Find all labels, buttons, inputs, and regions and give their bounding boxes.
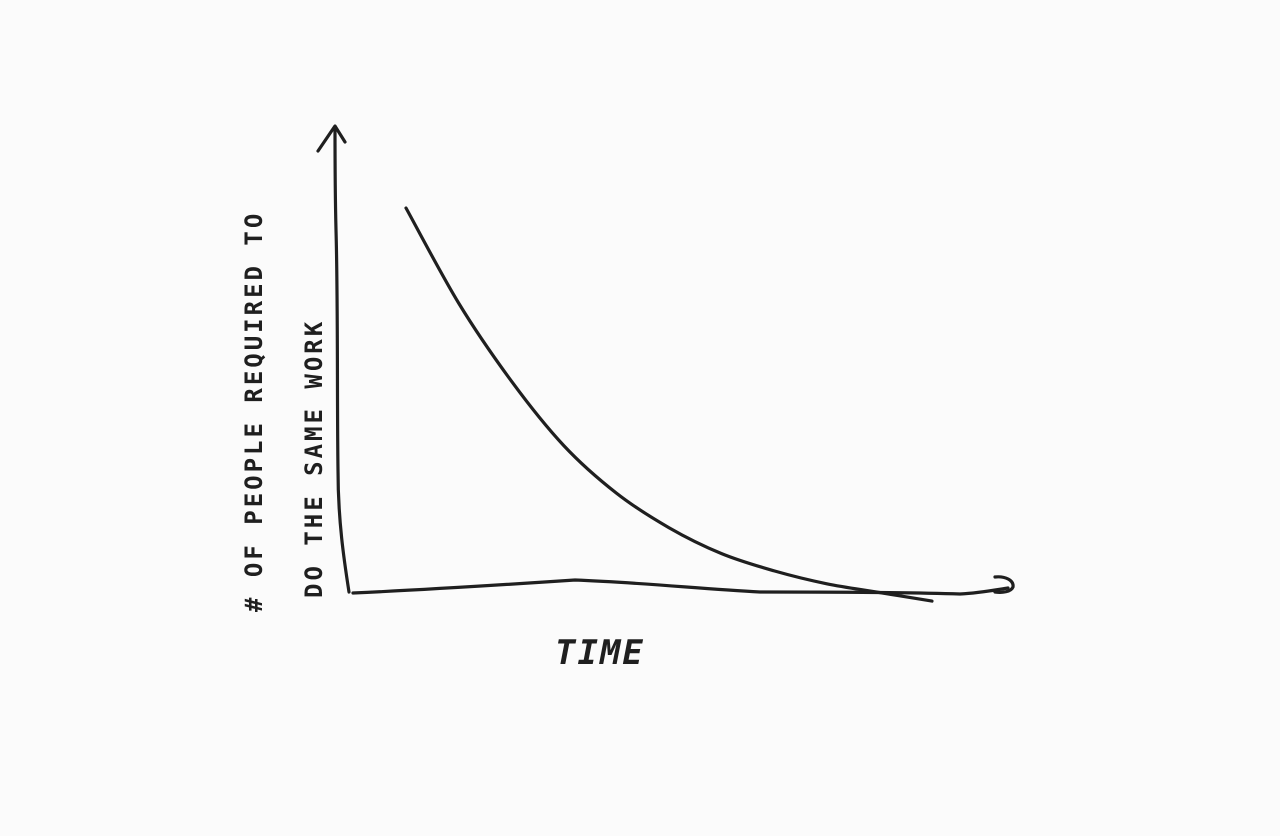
y-axis-arrowhead <box>316 124 347 153</box>
y-axis <box>333 126 351 594</box>
y-axis-label-line-2: DO THE SAME WORK <box>300 319 328 598</box>
x-axis-arrowhead <box>993 575 1015 594</box>
x-axis-label: TIME <box>555 633 645 673</box>
series-line-decline <box>404 206 934 603</box>
x-axis <box>351 578 1010 596</box>
y-axis-label: # OF PEOPLE REQUIRED TO DO THE SAME WORK <box>240 211 328 612</box>
y-axis-label-line-1: # OF PEOPLE REQUIRED TO <box>240 211 268 612</box>
